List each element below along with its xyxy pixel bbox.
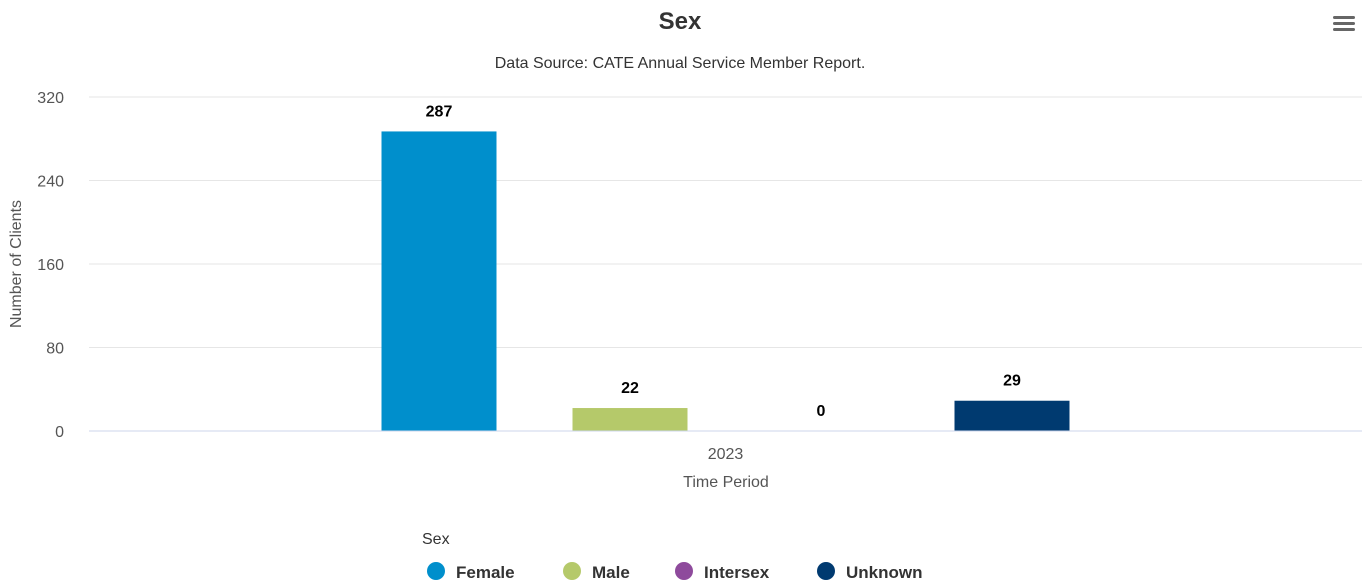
legend-item-female[interactable]: Female bbox=[427, 562, 515, 582]
data-labels: 287 22 0 29 bbox=[426, 103, 1021, 420]
y-tick-label: 160 bbox=[37, 257, 64, 274]
x-axis-title: Time Period bbox=[683, 474, 769, 491]
y-tick-label: 80 bbox=[46, 341, 64, 358]
legend-label: Intersex bbox=[704, 563, 770, 582]
legend-title: Sex bbox=[422, 531, 450, 548]
bars bbox=[381, 131, 1070, 431]
grid-lines bbox=[89, 96, 1362, 348]
data-label-unknown: 29 bbox=[1003, 373, 1021, 390]
legend-item-intersex[interactable]: Intersex bbox=[675, 562, 770, 582]
x-tick-label: 2023 bbox=[708, 446, 744, 463]
y-tick-label: 0 bbox=[55, 424, 64, 441]
y-axis-title: Number of Clients bbox=[8, 200, 25, 328]
data-label-intersex: 0 bbox=[817, 403, 826, 420]
bar-unknown[interactable] bbox=[954, 400, 1070, 431]
hamburger-menu-icon[interactable] bbox=[1332, 14, 1356, 38]
legend-label: Male bbox=[592, 563, 630, 582]
legend-item-unknown[interactable]: Unknown bbox=[817, 562, 923, 582]
chart-subtitle: Data Source: CATE Annual Service Member … bbox=[495, 55, 866, 72]
y-tick-label: 240 bbox=[37, 174, 64, 191]
data-label-male: 22 bbox=[621, 380, 639, 397]
legend-marker bbox=[427, 562, 445, 580]
legend-label: Unknown bbox=[846, 563, 923, 582]
legend-label: Female bbox=[456, 563, 515, 582]
legend-marker bbox=[675, 562, 693, 580]
legend-marker bbox=[563, 562, 581, 580]
bar-male[interactable] bbox=[572, 408, 688, 431]
x-axis-ticks: 2023 bbox=[708, 446, 744, 463]
y-axis-ticks: 0 80 160 240 320 bbox=[37, 90, 64, 441]
chart-title: Sex bbox=[659, 8, 702, 35]
legend-item-male[interactable]: Male bbox=[563, 562, 630, 582]
legend: Female Male Intersex Unknown bbox=[427, 562, 923, 582]
y-tick-label: 320 bbox=[37, 90, 64, 107]
bar-female[interactable] bbox=[381, 131, 497, 431]
data-label-female: 287 bbox=[426, 103, 453, 120]
legend-marker bbox=[817, 562, 835, 580]
